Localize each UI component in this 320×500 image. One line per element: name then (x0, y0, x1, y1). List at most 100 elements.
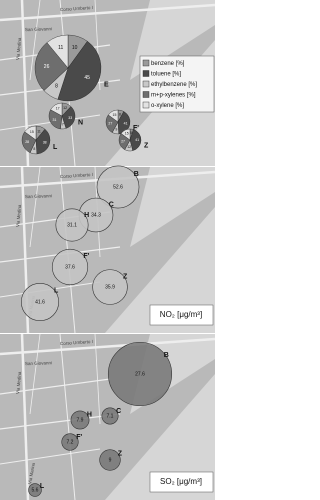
legend-label: ethylbenzene [%] (151, 82, 197, 88)
unit-label: SO₂ [μg/m³] (160, 477, 202, 486)
street (29, 0, 41, 81)
bubble (28, 483, 42, 497)
slice-label: 9 (115, 128, 117, 132)
site-label: F' (76, 434, 82, 441)
bubble-label: 27.6 (135, 371, 145, 377)
slice-label: 8 (119, 112, 121, 116)
site-label: C (109, 202, 114, 209)
bubble (20, 282, 60, 322)
street (0, 3, 215, 22)
street-label: Corso Umberto I (60, 5, 93, 12)
slice-label: 12 (63, 106, 67, 110)
legend-box (139, 55, 215, 113)
street-label: Via Medina (15, 37, 22, 60)
legend-swatch (142, 91, 150, 98)
street (29, 166, 41, 248)
street-label: Via Marina (27, 462, 36, 484)
bubble-label: 7.9 (77, 417, 84, 423)
pie-slice (57, 41, 102, 102)
legend-swatch (142, 70, 150, 77)
bubble-label: 31.1 (67, 222, 77, 228)
street-label: Via Medina (15, 371, 22, 394)
pie-slice (48, 109, 63, 130)
slice-label: 41 (135, 138, 139, 142)
street (0, 114, 101, 131)
bubble-label: 7.1 (107, 413, 114, 419)
street-label: San Giovanni (25, 26, 52, 32)
slice-label: 38 (43, 141, 47, 145)
street (59, 333, 76, 500)
harbor (105, 0, 215, 166)
bubble (107, 341, 173, 407)
site-label: L (40, 483, 45, 490)
bubble-label: 34.3 (91, 212, 101, 218)
site-label: E (104, 81, 109, 88)
slice-label: 7 (62, 122, 64, 126)
legend-label: o-xylene [%] (151, 103, 184, 109)
site-label: L (53, 144, 58, 151)
slice-label: 45 (84, 75, 90, 81)
pie-slice (24, 125, 37, 141)
street (0, 337, 215, 356)
site-label: N (78, 119, 83, 126)
slice-label: 15 (113, 113, 117, 117)
slice-label: 31 (53, 118, 57, 122)
slice-label: 10 (72, 45, 78, 51)
site-label: Z (118, 451, 123, 458)
bubble-label: 7.2 (67, 439, 74, 445)
site-label: H (84, 212, 89, 219)
slice-label: 15 (125, 132, 129, 136)
bubble (96, 165, 140, 209)
legend-swatch (142, 80, 150, 88)
slice-label: 27 (108, 122, 112, 126)
street-label: San Giovanni (25, 193, 52, 199)
site-label: F' (83, 253, 89, 260)
slice-label: 12 (127, 145, 131, 149)
bubble (101, 407, 119, 425)
pie-slice (61, 106, 76, 129)
slice-label: 5 (130, 131, 132, 135)
bubble-label: 9 (109, 457, 112, 463)
slice-label: 11 (37, 129, 41, 133)
pie-slice (108, 109, 119, 123)
pie-slice (50, 102, 63, 117)
bubble-label: 41.6 (35, 299, 45, 305)
legend-swatch (142, 101, 150, 109)
bubble (61, 433, 79, 451)
street (29, 333, 41, 415)
legend-label: toluene [%] (151, 72, 181, 78)
slice-label: 11 (58, 45, 63, 51)
slice-label: 8 (33, 147, 35, 151)
site-label: L (54, 288, 59, 295)
street-label: Via Medina (15, 204, 22, 227)
bubble-label: 5.6 (32, 487, 39, 493)
harbor (105, 167, 215, 333)
slice-label: 26 (44, 64, 50, 70)
legend-label: m+p-xylenes [%] (151, 93, 196, 99)
pie-slice (46, 34, 69, 69)
legend-swatch (142, 59, 150, 67)
legend-box (149, 304, 214, 326)
pie-slice (34, 42, 69, 91)
bubble (70, 410, 90, 430)
bubble (55, 208, 89, 242)
site-label: B (134, 171, 139, 178)
street-label: Corso Umberto I (60, 172, 93, 179)
figure: Corso Umberto I Via Medina Via Marina San G… (0, 0, 215, 500)
slice-label: 41 (124, 122, 128, 126)
street (94, 333, 101, 425)
street (20, 333, 30, 500)
legend-box (149, 471, 214, 493)
bubble-label: 37.6 (65, 264, 75, 270)
slice-label: 15 (30, 130, 34, 134)
slice-label: 33 (68, 116, 72, 120)
street-label: Corso Umberto I (60, 339, 93, 346)
slice-label: 27 (121, 139, 125, 143)
pie-slice (35, 128, 51, 155)
slice-label: 28 (25, 140, 29, 144)
site-label: B (164, 352, 169, 359)
